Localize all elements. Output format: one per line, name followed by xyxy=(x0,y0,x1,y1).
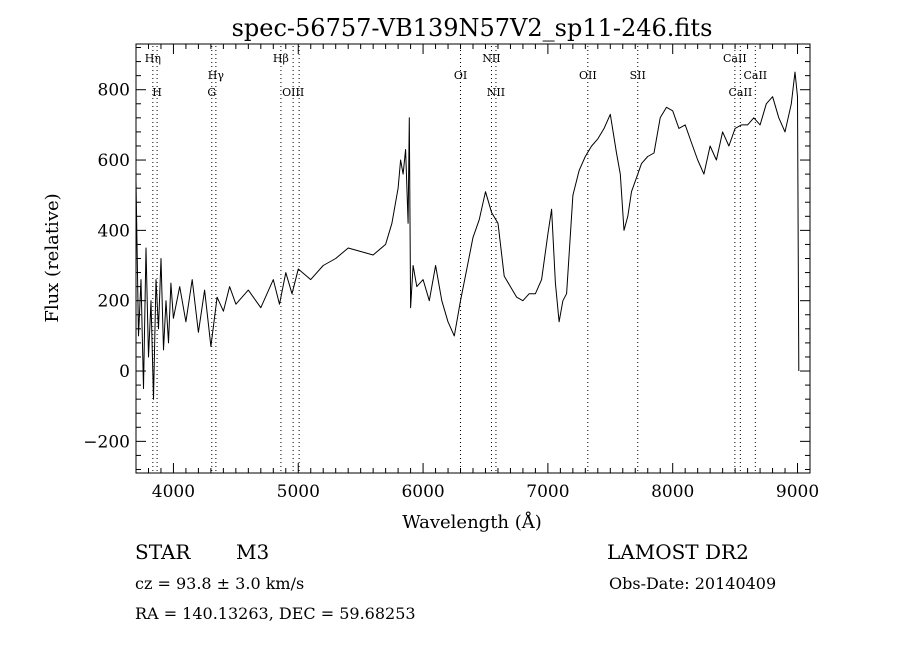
line-label: H xyxy=(152,86,162,99)
y-tick-label: 0 xyxy=(119,362,130,382)
line-label: CaII xyxy=(743,69,767,82)
axis-ticks xyxy=(135,44,811,473)
y-tick-label: 200 xyxy=(98,292,130,312)
line-label: G xyxy=(207,86,216,99)
x-tick-labels: 4000 5000 6000 7000 8000 9000 xyxy=(152,482,819,502)
y-tick-label: 400 xyxy=(98,221,130,241)
x-tick-label: 6000 xyxy=(401,482,444,502)
line-label: Hβ xyxy=(273,52,289,65)
object-subclass: M3 xyxy=(236,540,270,564)
observation-date: Obs-Date: 20140409 xyxy=(609,574,777,593)
line-label: OI xyxy=(454,69,467,82)
chart-title: spec-56757-VB139N57V2_sp11-246.fits xyxy=(232,14,713,42)
x-tick-label: 4000 xyxy=(152,482,195,502)
x-tick-label: 7000 xyxy=(526,482,569,502)
survey-name: LAMOST DR2 xyxy=(607,540,749,564)
line-label: Hγ xyxy=(208,69,225,82)
line-label: OII xyxy=(579,69,597,82)
line-label: SII xyxy=(630,69,646,82)
y-tick-label: 600 xyxy=(98,151,130,171)
line-label: CaII xyxy=(723,52,747,65)
line-label: OIII xyxy=(282,86,304,99)
x-tick-label: 8000 xyxy=(651,482,694,502)
object-class: STAR xyxy=(135,540,191,564)
y-tick-label: −200 xyxy=(83,432,130,452)
line-label: Hη xyxy=(145,52,161,65)
plot-frame xyxy=(135,43,811,474)
y-tick-labels: −200 0 200 400 600 800 xyxy=(83,81,130,453)
y-tick-label: 800 xyxy=(98,81,130,101)
line-label: NII xyxy=(482,52,500,65)
x-axis-label: Wavelength (Å) xyxy=(402,511,542,533)
line-labels: Hη H Hγ G Hβ OIII OI NII NII OII SII CaII CaII CaII xyxy=(145,52,767,99)
line-label: CaII xyxy=(729,86,753,99)
y-axis-label: Flux (relative) xyxy=(42,193,63,322)
line-label: NII xyxy=(487,86,505,99)
redshift-velocity: cz = 93.8 ± 3.0 km/s xyxy=(135,574,305,593)
coordinates: RA = 140.13263, DEC = 59.68253 xyxy=(135,604,416,623)
spectrum-line xyxy=(135,71,800,400)
x-tick-label: 9000 xyxy=(776,482,819,502)
x-tick-label: 5000 xyxy=(277,482,320,502)
